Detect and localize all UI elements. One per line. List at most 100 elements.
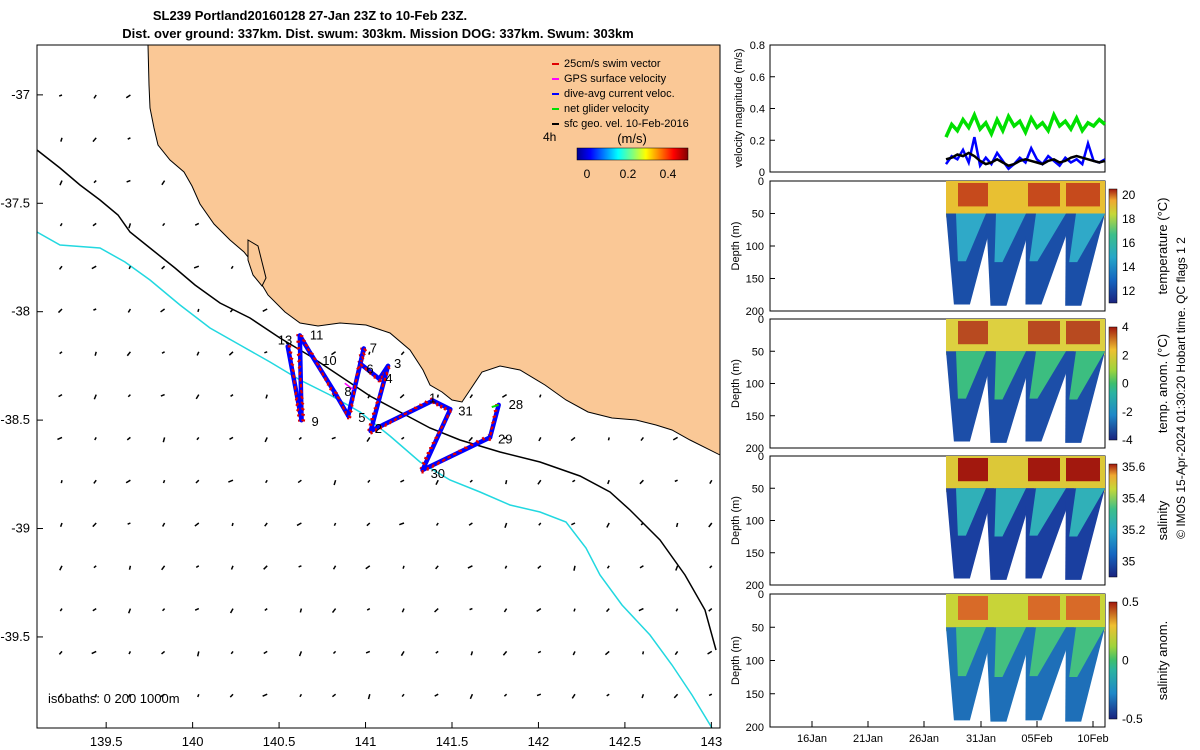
colorbar-tick-label: 0 — [1122, 377, 1129, 391]
geo-velocity-arrow — [126, 351, 131, 357]
depth-tick-label: 0 — [758, 314, 764, 326]
geo-velocity-arrow — [538, 522, 542, 526]
geo-velocity-arrow — [604, 650, 610, 656]
swim-vector — [361, 355, 365, 360]
swim-vector — [300, 401, 305, 406]
geo-velocity-arrow — [229, 308, 234, 313]
geo-velocity-arrow — [92, 137, 97, 143]
geo-velocity-arrow — [709, 479, 713, 485]
colorbar-tick-label: 18 — [1122, 212, 1136, 226]
geo-velocity-arrow — [128, 651, 132, 655]
colorbar-tick-label: 35.4 — [1122, 492, 1146, 506]
velocity-panel: 0 0.2 0.4 0.6 0.8 velocity magnitude (m/s) — [733, 40, 1107, 179]
geo-velocity-arrow — [197, 693, 200, 698]
swim-vector — [393, 417, 398, 422]
legend-gps: GPS surface velocity — [564, 73, 667, 85]
swim-vector — [356, 366, 361, 371]
track-vertex-label: 2 — [375, 421, 382, 436]
map-xtick-label: 143 — [701, 734, 723, 749]
legend-geo: sfc geo. vel. 10-Feb-2016 — [564, 118, 689, 130]
geo-velocity-arrow — [127, 308, 132, 313]
geo-velocity-arrow — [59, 522, 63, 528]
geo-velocity-arrow — [298, 436, 302, 440]
geo-velocity-arrow — [401, 608, 405, 613]
swim-vector — [436, 430, 441, 435]
geo-velocity-arrow — [333, 479, 337, 486]
geo-velocity-arrow — [471, 737, 473, 740]
colorbar-tick-1: 0.2 — [620, 167, 637, 181]
geo-velocity-arrow — [298, 565, 302, 568]
swim-vector — [362, 351, 366, 356]
section-panel-temp: 0 50 100 150 200 Depth (m) 12 14 16 18 20 temperatu… — [730, 176, 1170, 318]
geo-velocity-arrow — [537, 565, 542, 569]
track-vertex-label: 5 — [358, 410, 365, 425]
geo-velocity-arrow — [401, 693, 405, 698]
geo-velocity-arrow — [127, 608, 132, 614]
geo-velocity-arrow — [469, 479, 473, 483]
swim-vector — [439, 404, 443, 409]
geo-velocity-arrow — [505, 480, 508, 485]
geo-velocity-arrow — [402, 565, 405, 569]
geo-velocity-arrow — [298, 651, 303, 657]
geo-velocity-arrow — [538, 437, 542, 442]
swim-vector — [291, 368, 295, 373]
swim-vector — [341, 405, 346, 410]
geo-velocity-arrow — [573, 565, 576, 571]
geo-velocity-arrow — [127, 522, 131, 525]
geo-velocity-arrow — [230, 265, 234, 270]
geo-velocity-arrow — [264, 522, 268, 527]
geo-velocity-arrow — [504, 522, 508, 528]
legend-net: net glider velocity — [564, 103, 649, 115]
geo-velocity-arrow — [91, 265, 97, 270]
section-colorbar — [1108, 601, 1118, 720]
geo-velocity-arrow — [468, 436, 473, 442]
geo-velocity-arrow — [469, 394, 474, 399]
net-velocity-vector — [491, 403, 499, 409]
map-ytick-label: -37.5 — [0, 195, 30, 210]
time-axis-ticks: 16Jan 21Jan 26Jan 31Jan 05Feb 10Feb — [797, 721, 1109, 745]
geo-velocity-arrow — [606, 693, 610, 697]
swim-vector — [424, 400, 429, 405]
section-layer-warm — [1028, 183, 1060, 207]
geo-velocity-arrow — [365, 565, 371, 570]
geo-velocity-arrow — [296, 522, 302, 527]
track-vertex-label: 6 — [366, 362, 373, 377]
section-profile-mid — [994, 351, 1026, 400]
track-vertex-label: 1 — [429, 391, 436, 406]
chart-title-line1: SL239 Portland20160128 27-Jan 23Z to 10-… — [153, 8, 467, 23]
swim-vector — [493, 409, 498, 413]
geo-velocity-arrow — [92, 607, 97, 612]
colorbar-label: (m/s) — [617, 131, 647, 146]
depth-tick-label: 0 — [758, 451, 764, 463]
geo-velocity-arrow — [197, 308, 200, 313]
geo-velocity-arrow — [127, 693, 132, 698]
geo-velocity-arrow — [436, 394, 439, 398]
colorbar-tick-0: 0 — [584, 167, 591, 181]
section-profile-mid — [956, 213, 986, 262]
swim-vector — [290, 362, 295, 367]
velocity-ytick-label: 0.6 — [750, 72, 765, 84]
swim-vector — [469, 442, 474, 447]
track-vertex-label: 30 — [431, 466, 445, 481]
geo-velocity-arrow — [503, 436, 507, 440]
geo-velocity-arrow — [128, 223, 132, 229]
velocity-ytick-label: 0.8 — [750, 40, 765, 52]
geo-velocity-arrow — [229, 608, 234, 614]
geo-velocity-arrow — [639, 565, 644, 569]
track-vertex-label: 28 — [509, 397, 523, 412]
geo-velocity-arrow — [161, 650, 166, 655]
swim-vector — [379, 389, 383, 394]
geo-velocity-arrow — [503, 608, 508, 613]
depth-axis-label: Depth (m) — [730, 636, 742, 685]
colorbar-tick-label: -0.5 — [1122, 712, 1143, 726]
geo-velocity-arrow — [162, 437, 166, 443]
geo-velocity-arrow — [228, 351, 234, 356]
swim-vector — [369, 430, 373, 435]
colorbar-label: salinity — [1155, 500, 1170, 540]
geo-velocity-arrow — [195, 479, 200, 484]
geo-velocity-arrow — [675, 608, 679, 612]
geo-velocity-arrow — [265, 479, 268, 484]
geo-velocity-arrow — [331, 351, 337, 356]
swim-vector — [375, 400, 380, 405]
